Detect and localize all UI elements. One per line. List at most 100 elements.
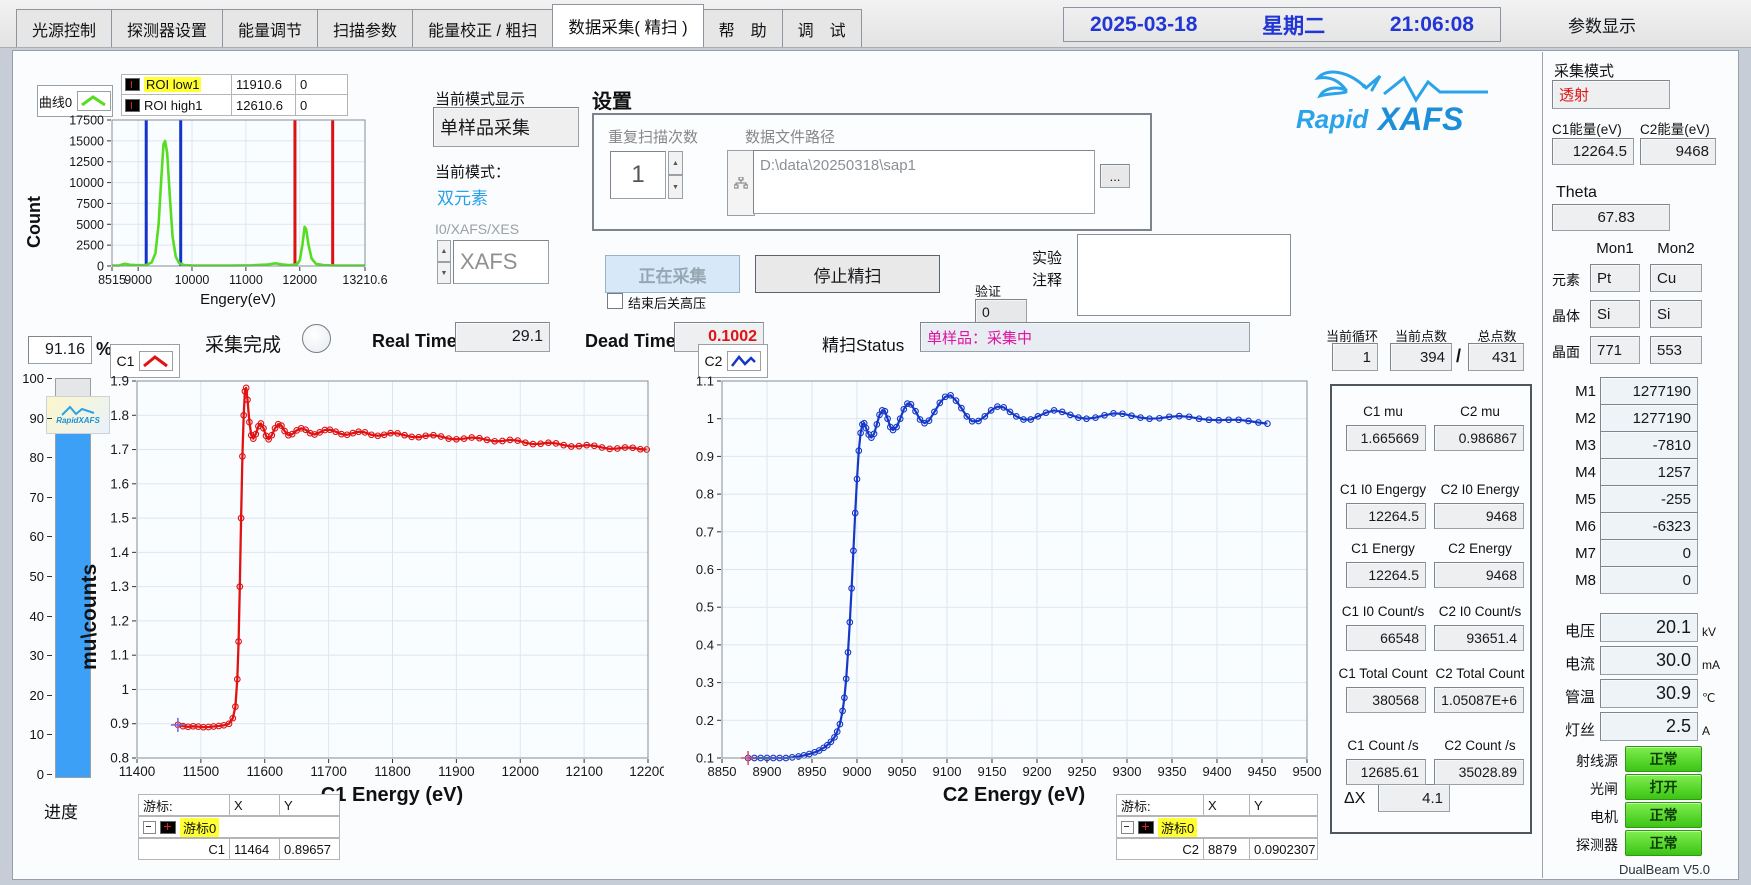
stat-value-c2: 9468 [1434,562,1524,588]
spin-down-icon[interactable]: ▼ [437,262,451,284]
menu-tab-7[interactable]: 调 试 [781,9,862,47]
motor-value: -7810 [1600,431,1698,459]
menu-tab-0[interactable]: 光源控制 [16,9,113,47]
progress-tick-label: 30 [29,648,44,664]
dx-value: 4.1 [1378,784,1450,812]
progress-tick-label: 70 [29,489,44,505]
repeat-scan-value[interactable]: 1 [610,151,666,199]
data-point-marker [1235,416,1242,424]
data-point-marker [545,439,552,447]
data-point-marker [839,707,846,715]
c1-chart[interactable]: 11400 11500 11600 11700 11800 11900 12000 12100… [92,372,664,800]
menu-tab-4[interactable]: 能量校正 / 粗扫 [412,9,554,47]
spin-down-icon[interactable]: ▼ [668,175,683,199]
roi-name-cell[interactable]: ROI low1 [122,74,232,95]
data-path-label: 数据文件路径 [745,129,836,146]
data-point-marker [836,720,844,728]
c1-legend[interactable]: C1 [110,344,180,378]
roi-y-axis-title: Count [24,196,44,248]
c2-cursor-table: 游标: X Y 游标0 C2 8879 0.0902307 [1116,794,1318,860]
y-tick-label: 15000 [69,134,104,148]
io-mode-value[interactable]: XAFS [453,240,549,284]
progress-tick-label: 10 [29,727,44,743]
y-tick-label: 0.7 [696,524,714,539]
y-tick-label: 0.3 [696,675,714,690]
data-point-marker [246,418,253,426]
point-value: 394 [1390,343,1452,371]
data-point-marker [629,444,637,452]
data-point-marker [853,475,861,483]
data-point-marker [907,401,915,408]
data-point-marker [643,446,651,453]
path-browse-icon[interactable] [727,150,755,216]
progress-bar [55,378,91,778]
data-point-marker [873,421,881,428]
progress-tick-label: 100 [22,371,44,386]
c1-legend-label: C1 [116,353,135,369]
plot-area[interactable] [112,120,365,266]
stat-label-c2: C2 mu [1460,404,1500,419]
device-status-button[interactable]: 正常 [1625,830,1702,856]
hv-off-checkbox[interactable] [607,293,623,309]
small-logo-text2: XAFS [78,416,100,425]
data-point-marker [387,429,394,437]
data-point-marker [445,435,453,442]
device-status-button[interactable]: 正常 [1625,802,1702,828]
device-status-button[interactable]: 打开 [1625,774,1702,800]
menu-tab-5[interactable]: 数据采集( 精扫 ) [552,4,704,47]
total-label: 总点数 [1477,329,1517,344]
c2-chart[interactable]: 8850 8900 8950 9000 9050 9100 9150 9200 9250 9300… [675,372,1323,800]
experiment-note-input[interactable] [1077,234,1291,316]
data-path-input[interactable]: D:\data\20250318\sap1 [753,150,1095,214]
data-point-marker [567,443,575,450]
data-point-marker [483,436,491,444]
progress-percent-value: 91.16 [28,336,92,364]
y-tick-label: 17500 [69,114,104,128]
menu-tab-2[interactable]: 能量调节 [222,9,319,47]
data-point-marker [247,431,255,439]
menu-tab-3[interactable]: 扫描参数 [317,9,414,47]
menu-tab-6[interactable]: 帮 助 [702,9,783,47]
cursor-color-swatch[interactable] [1138,820,1154,834]
cursor-name[interactable]: 游标0 [1158,817,1198,837]
meter-unit: mA [1702,658,1720,672]
spin-up-icon[interactable]: ▲ [668,151,683,175]
tree-expand-icon[interactable] [143,820,156,834]
cursor-y-value: 0.0902307 [1250,838,1318,860]
y-tick-label: 1.5 [110,511,129,526]
menu-tab-1[interactable]: 探测器设置 [111,9,224,47]
data-point-marker [900,405,908,413]
y-tick-label: 12500 [69,155,104,169]
data-point-marker [332,428,340,436]
y-tick-label: 1.3 [110,579,129,594]
stop-scan-button[interactable]: 停止精扫 [755,255,940,293]
logo-text-rapid: Rapid [1296,104,1369,134]
device-status-button[interactable]: 正常 [1625,746,1702,772]
cursor-color-swatch[interactable] [160,820,176,834]
crystal-row-label: 元素 [1552,272,1580,288]
tree-expand-icon[interactable] [1121,820,1134,834]
y-tick-label: 1 [121,682,129,697]
browse-button[interactable]: ... [1100,164,1130,188]
data-point-marker [823,741,831,749]
data-point-marker [514,437,522,444]
roi-name-cell[interactable]: ROI high1 [122,95,232,116]
data-point-marker [912,407,919,415]
data-point-marker [613,445,621,452]
motor-label: M4 [1575,464,1596,481]
stat-label-c1: C1 mu [1363,404,1403,419]
data-point-marker [233,675,241,683]
x-tick-label: 12200 [629,764,664,779]
rapidxafs-logo: Rapid XAFS [1296,70,1488,137]
curve0-legend[interactable]: 曲线0 [37,85,113,117]
y-tick-label: 0.2 [696,713,714,728]
data-point-marker [583,441,591,449]
stat-value-c1: 12264.5 [1346,503,1426,529]
data-point-marker [252,430,260,438]
collecting-button[interactable]: 正在采集 [605,255,740,293]
spin-up-icon[interactable]: ▲ [437,240,451,262]
c2-legend[interactable]: C2 [698,344,768,378]
cursor-name[interactable]: 游标0 [180,817,220,837]
data-point-marker [1119,410,1126,418]
